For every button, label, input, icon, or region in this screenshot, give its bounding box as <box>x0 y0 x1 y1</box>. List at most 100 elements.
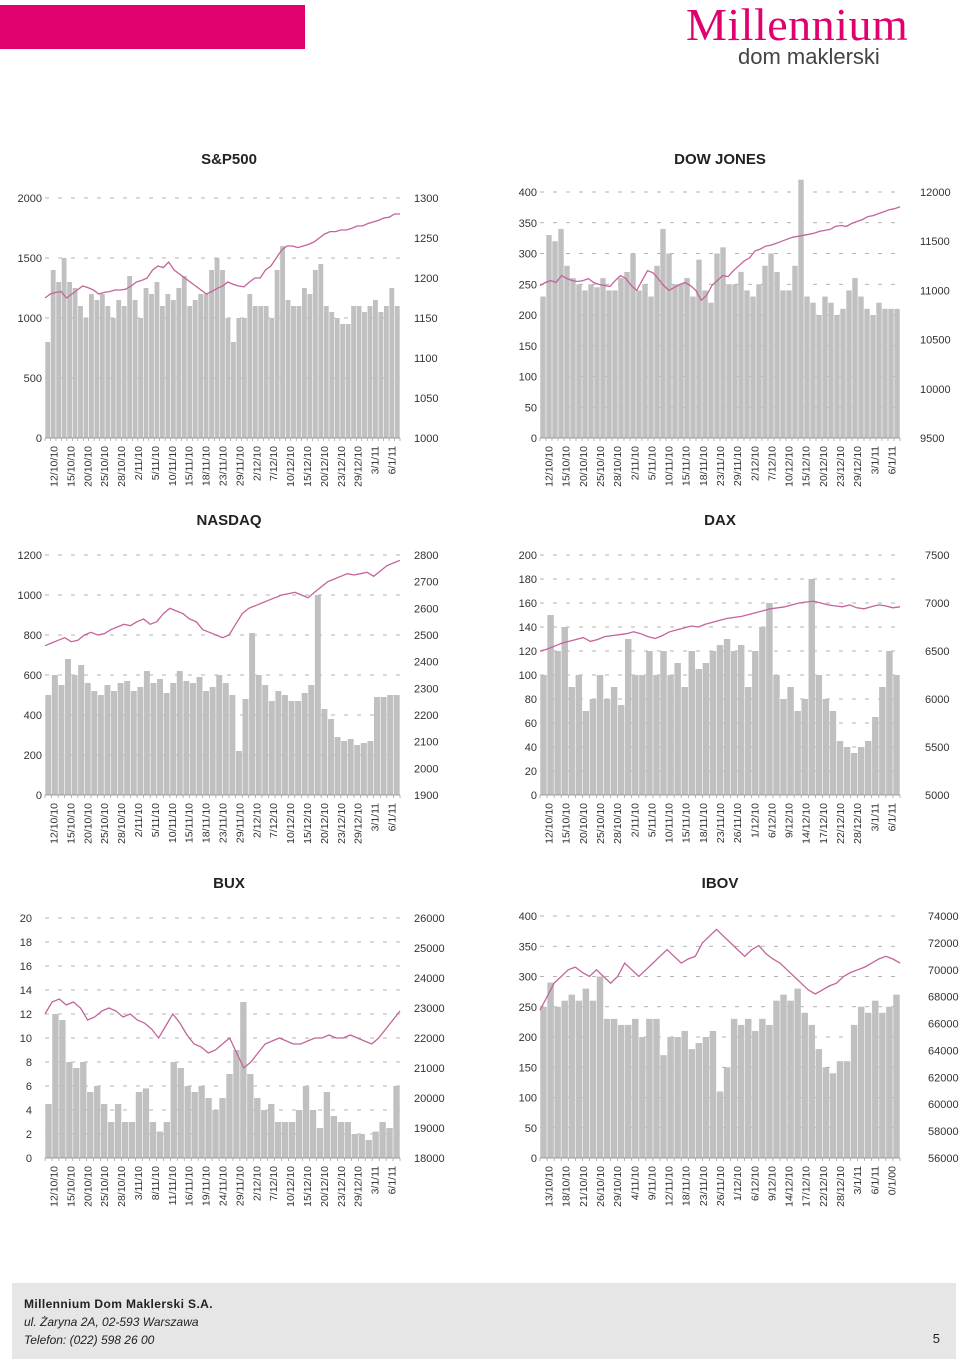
volume-bar <box>345 324 351 438</box>
volume-bar <box>51 675 58 795</box>
x-tick-label: 7/12/10 <box>268 446 280 481</box>
volume-bar <box>695 1043 703 1158</box>
volume-bar <box>617 705 625 795</box>
volume-bar <box>295 1110 303 1158</box>
volume-bar <box>730 1018 738 1158</box>
x-tick-label: 23/11/10 <box>715 803 727 843</box>
left-tick-label: 16 <box>20 961 32 973</box>
x-tick-label: 20/10/10 <box>82 803 94 844</box>
volume-bar <box>639 675 646 795</box>
volume-bar <box>135 1092 143 1158</box>
volume-bar <box>554 1006 561 1158</box>
volume-bar <box>183 681 190 795</box>
left-tick-label: 100 <box>519 1093 537 1105</box>
left-tick-label: 60 <box>525 718 537 730</box>
volume-bar <box>582 290 588 438</box>
x-tick-label: 25/10/10 <box>99 446 111 487</box>
volume-bar <box>829 1073 837 1158</box>
volume-bar <box>852 278 858 438</box>
x-tick-label: 15/12/10 <box>302 446 314 487</box>
volume-bar <box>780 699 787 795</box>
volume-bar <box>672 284 678 438</box>
left-tick-label: 300 <box>519 972 537 984</box>
volume-bar <box>142 1088 150 1158</box>
volume-bar <box>110 318 116 438</box>
volume-bar <box>212 1110 219 1158</box>
x-tick-label: 21/10/10 <box>578 1166 590 1207</box>
page-number: 5 <box>932 1331 940 1346</box>
volume-bar <box>730 651 738 795</box>
volume-bar <box>787 1000 794 1158</box>
x-tick-label: 6/1/11 <box>886 803 898 832</box>
left-tick-label: 180 <box>519 574 537 586</box>
volume-bar <box>702 663 710 795</box>
x-tick-label: 7/12/10 <box>268 1166 280 1201</box>
x-tick-label: 15/10/10 <box>561 803 573 844</box>
volume-bar <box>561 627 568 795</box>
x-tick-label: 18/10/10 <box>561 1166 573 1207</box>
volume-bar <box>762 265 768 438</box>
volume-bar <box>220 270 225 438</box>
right-tick-label: 66000 <box>928 1019 959 1031</box>
volume-bar <box>709 651 717 795</box>
volume-bar <box>318 264 324 438</box>
chart-title: NASDAQ <box>196 512 261 529</box>
left-tick-label: 400 <box>519 911 537 923</box>
volume-bar <box>163 693 170 795</box>
x-tick-label: 10/11/10 <box>664 803 676 843</box>
volume-bar <box>130 691 137 795</box>
x-tick-label: 29/12/10 <box>852 446 864 487</box>
x-tick-label: 28/10/10 <box>116 803 128 844</box>
left-tick-label: 20 <box>525 766 537 778</box>
volume-bar <box>558 228 564 438</box>
right-tick-label: 1900 <box>414 790 438 802</box>
left-tick-label: 200 <box>24 750 42 762</box>
charts-canvas: S&P5000500100015002000100010501100115012… <box>18 151 959 1207</box>
right-tick-label: 2000 <box>414 763 438 775</box>
x-tick-label: 26/11/10 <box>715 1166 727 1206</box>
x-tick-label: 11/11/10 <box>167 1166 179 1205</box>
volume-bar <box>105 306 111 438</box>
volume-bar <box>59 1020 66 1158</box>
millennium-logo: Millennium dom maklerski <box>686 0 946 70</box>
volume-bar <box>886 1006 893 1158</box>
volume-bar <box>808 579 815 795</box>
volume-bar <box>176 288 182 438</box>
left-tick-label: 80 <box>525 694 537 706</box>
volume-bar <box>768 253 774 438</box>
chart-ibov: IBOV 0 50 100 150 200 250 300 350 400 56000 58000 60… <box>519 875 959 1207</box>
x-tick-label: 6/1/11 <box>886 446 898 475</box>
volume-bar <box>288 1122 296 1158</box>
logo-subtitle: dom maklerski <box>738 44 880 69</box>
right-tick-label: 24000 <box>414 973 445 985</box>
volume-bar <box>684 278 690 438</box>
volume-bar <box>389 288 395 438</box>
volume-bar <box>766 1024 773 1158</box>
x-tick-label: 22/12/10 <box>818 1166 830 1207</box>
volume-bar <box>702 1037 710 1158</box>
x-tick-label: 29/12/10 <box>353 446 365 487</box>
index-line <box>539 600 901 652</box>
x-tick-label: 2/12/10 <box>749 446 761 481</box>
x-tick-label: 29/10/10 <box>612 1166 624 1207</box>
volume-bar <box>666 253 672 438</box>
x-tick-label: 28/10/10 <box>116 1166 128 1207</box>
right-tick-label: 20000 <box>414 1093 445 1105</box>
volume-bar <box>674 1037 681 1158</box>
x-tick-label: 26/11/10 <box>732 803 744 843</box>
volume-bar <box>83 318 89 438</box>
index-line <box>44 998 401 1070</box>
x-tick-label: 19/11/10 <box>201 1166 213 1206</box>
volume-bar <box>386 1128 393 1158</box>
volume-bar <box>268 701 275 795</box>
x-tick-label: 29/11/10 <box>732 446 744 486</box>
x-tick-label: 20/10/10 <box>578 446 590 487</box>
volume-bar <box>309 1110 317 1158</box>
volume-bar <box>774 271 780 438</box>
x-tick-label: 15/12/10 <box>302 1166 314 1207</box>
volume-bar <box>879 1012 886 1158</box>
x-tick-label: 15/11/10 <box>184 803 196 843</box>
volume-bar <box>870 315 876 438</box>
volume-bar <box>247 1074 254 1158</box>
right-tick-label: 2100 <box>414 737 438 749</box>
